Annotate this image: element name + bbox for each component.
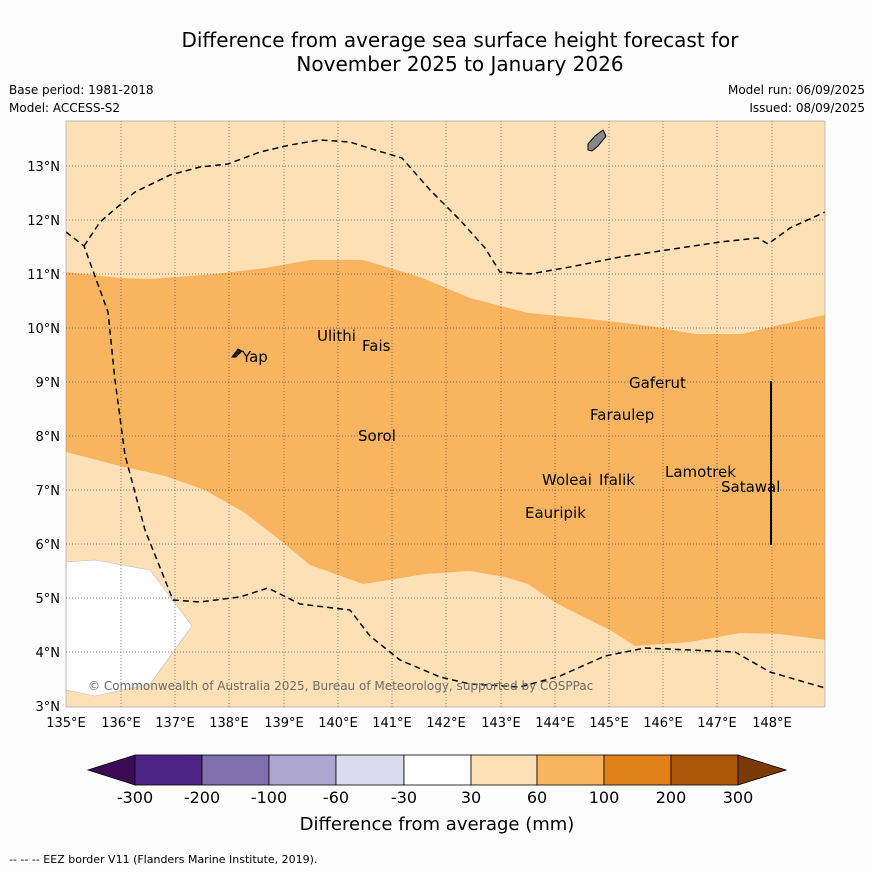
colorbar-swatch <box>403 754 472 786</box>
eez-border-north <box>83 139 825 275</box>
lat-label: 12°N <box>27 214 60 229</box>
place-faraulep: Faraulep <box>590 406 654 424</box>
lat-label: 6°N <box>36 538 61 553</box>
colorbar-tick: -200 <box>184 788 220 807</box>
place-woleai: Woleai <box>542 471 592 489</box>
lat-label: 4°N <box>36 646 61 661</box>
colorbar-swatch <box>335 754 405 786</box>
lon-label: 145°E <box>589 716 629 731</box>
title-line-2: November 2025 to January 2026 <box>296 52 624 76</box>
colorbar-swatch <box>134 754 203 786</box>
meta-right: Model run: 06/09/2025 Issued: 08/09/2025 <box>728 81 865 117</box>
lon-label: 141°E <box>372 716 412 731</box>
colorbar-swatch <box>201 754 270 786</box>
lon-label: 136°E <box>101 716 141 731</box>
colorbar <box>86 754 788 786</box>
title-line-1: Difference from average sea surface heig… <box>181 28 739 52</box>
place-sorol: Sorol <box>358 427 396 445</box>
model-run: Model run: 06/09/2025 <box>727 83 865 97</box>
lat-label: 8°N <box>36 430 61 445</box>
place-ulithi: Ulithi <box>317 327 356 345</box>
colorbar-swatch <box>670 754 739 786</box>
longitude-labels: 135°E 136°E 137°E 138°E 139°E 140°E 141°… <box>46 716 792 731</box>
map-title: Difference from average sea surface heig… <box>120 28 800 76</box>
colorbar-swatch <box>603 754 672 786</box>
colorbar-tick: 30 <box>461 788 481 807</box>
latitude-labels: 3°N 4°N 5°N 6°N 7°N 8°N 9°N 10°N 11°N 12… <box>27 160 60 715</box>
colorbar-tick: 100 <box>589 788 620 807</box>
band-60-100 <box>66 260 825 646</box>
issued-date: Issued: 08/09/2025 <box>749 101 865 115</box>
lon-label: 135°E <box>46 716 86 731</box>
meta-left: Base period: 1981-2018 Model: ACCESS-S2 <box>9 81 154 117</box>
lat-label: 11°N <box>27 268 60 283</box>
colorbar-tick: -300 <box>117 788 153 807</box>
lon-label: 139°E <box>264 716 304 731</box>
lon-label: 144°E <box>535 716 575 731</box>
place-labels: Yap Ulithi Fais Sorol Gaferut Faraulep W… <box>241 327 780 522</box>
colorbar-tick: 300 <box>723 788 754 807</box>
lon-label: 148°E <box>752 716 792 731</box>
guam-island <box>587 129 607 152</box>
map-plot-area: Yap Ulithi Fais Sorol Gaferut Faraulep W… <box>66 121 825 707</box>
colorbar-tick: -60 <box>323 788 349 807</box>
band-neutral <box>66 559 193 697</box>
lon-label: 147°E <box>697 716 737 731</box>
colorbar-low-arrow <box>86 754 136 786</box>
lat-label: 7°N <box>36 484 61 499</box>
lat-label: 13°N <box>27 160 60 175</box>
colorbar-swatch <box>536 754 605 786</box>
lon-label: 143°E <box>481 716 521 731</box>
colorbar-tick: -100 <box>251 788 287 807</box>
lat-label: 9°N <box>36 376 61 391</box>
lon-label: 140°E <box>318 716 358 731</box>
place-ifalik: Ifalik <box>599 471 635 489</box>
lon-label: 142°E <box>426 716 466 731</box>
colorbar-ticks: -300 -200 -100 -60 -30 30 60 100 200 300 <box>117 788 753 807</box>
place-eauripik: Eauripik <box>525 504 586 522</box>
map-frame <box>65 120 826 708</box>
place-yap: Yap <box>241 348 268 366</box>
colorbar-swatch <box>470 754 538 786</box>
lon-label: 138°E <box>209 716 249 731</box>
lat-label: 5°N <box>36 592 61 607</box>
place-lamotrek: Lamotrek <box>665 463 736 481</box>
place-gaferut: Gaferut <box>629 374 686 392</box>
lat-label: 10°N <box>27 322 60 337</box>
eez-footnote: -- -- -- EEZ border V11 (Flanders Marine… <box>9 853 318 866</box>
model-name: Model: ACCESS-S2 <box>9 101 121 115</box>
lat-label: 3°N <box>36 700 61 715</box>
colorbar-label: Difference from average (mm) <box>300 814 575 835</box>
colorbar-high-arrow <box>737 754 788 786</box>
colorbar-swatch <box>268 754 337 786</box>
place-fais: Fais <box>362 337 391 355</box>
lon-label: 146°E <box>643 716 683 731</box>
colorbar-tick: 200 <box>656 788 687 807</box>
colorbar-tick: -30 <box>391 788 417 807</box>
lon-label: 137°E <box>155 716 195 731</box>
eez-border <box>66 231 825 689</box>
grid-lines <box>66 121 825 707</box>
colorbar-tick: 60 <box>527 788 547 807</box>
copyright-text: © Commonwealth of Australia 2025, Bureau… <box>88 679 593 693</box>
yap-island <box>231 348 243 358</box>
base-period: Base period: 1981-2018 <box>9 83 154 97</box>
place-satawal: Satawal <box>721 478 780 496</box>
